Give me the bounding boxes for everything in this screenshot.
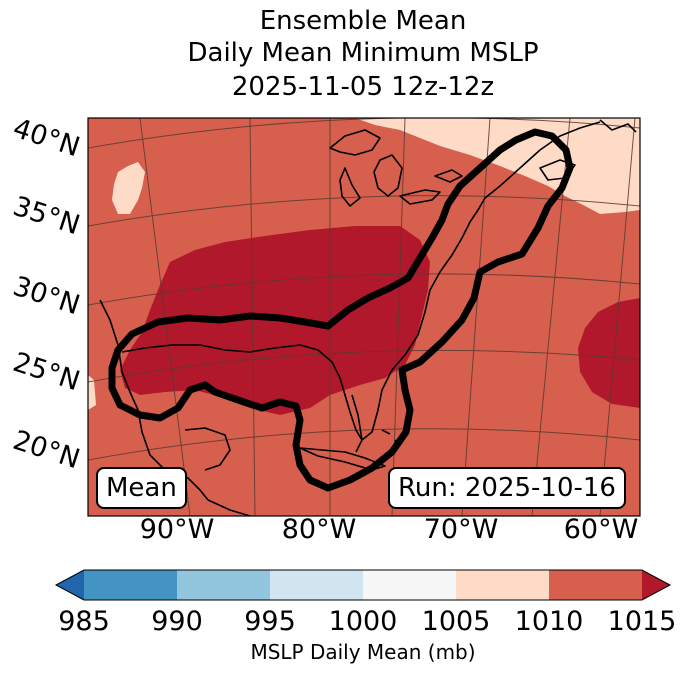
- lon-label-90w: 90°W: [139, 514, 215, 545]
- colorbar-label: MSLP Daily Mean (mb): [250, 640, 476, 664]
- field-1005-1010-patch: [112, 162, 145, 214]
- field-1005-1010-southeast: [88, 375, 96, 410]
- colorbar-tick-1015: 1015: [607, 606, 677, 637]
- coastlines: [99, 119, 637, 516]
- mean-contour: [108, 128, 574, 492]
- field-1015-plus-atlantic: [578, 298, 640, 408]
- colorbar-extend-high: [642, 570, 670, 600]
- lon-label-70w: 70°W: [423, 514, 499, 545]
- lon-label-80w: 80°W: [281, 514, 357, 545]
- gridlines: [88, 118, 640, 516]
- colorbar-tick-990: 990: [151, 606, 203, 637]
- title-line-3: 2025-11-05 12z-12z: [231, 72, 495, 102]
- colorbar-tick-985: 985: [58, 606, 110, 637]
- run-date-box: Run: 2025-10-16: [388, 467, 626, 509]
- colorbar-bin-1000-1005: [363, 570, 456, 600]
- field-1005-1010-northeast: [355, 118, 640, 214]
- colorbar-bin-990-995: [177, 570, 270, 600]
- map-frame: [87, 117, 641, 517]
- colorbar: [54, 569, 672, 601]
- colorbar-tick-1005: 1005: [421, 606, 491, 637]
- title-line-2: Daily Mean Minimum MSLP: [187, 38, 539, 68]
- lon-label-60w: 60°W: [563, 514, 639, 545]
- colorbar-extend-low: [56, 570, 84, 600]
- colorbar-outline: [54, 569, 672, 601]
- colorbar-tick-1000: 1000: [328, 606, 398, 637]
- colorbar-bin-1005-1010: [456, 570, 549, 600]
- colorbar-tick-995: 995: [244, 606, 296, 637]
- colorbar-tick-1010: 1010: [514, 606, 584, 637]
- colorbar-bin-995-1000: [270, 570, 363, 600]
- title-line-1: Ensemble Mean: [259, 6, 467, 36]
- colorbar-bin-1010-1015: [549, 570, 642, 600]
- mean-label-box: Mean: [96, 467, 187, 509]
- colorbar-bin-985-990: [84, 570, 177, 600]
